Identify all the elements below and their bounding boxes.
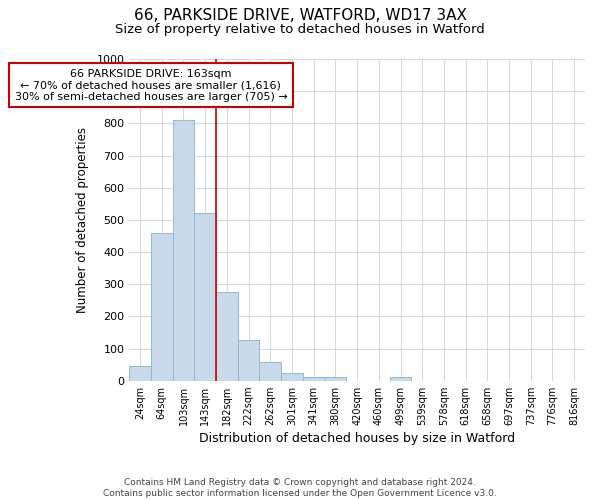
Bar: [129, 366, 151, 380]
Bar: [238, 340, 259, 380]
Bar: [389, 378, 412, 380]
Bar: [173, 120, 194, 380]
Text: Size of property relative to detached houses in Watford: Size of property relative to detached ho…: [115, 22, 485, 36]
Bar: [325, 378, 346, 380]
Bar: [194, 214, 216, 380]
Text: Contains HM Land Registry data © Crown copyright and database right 2024.
Contai: Contains HM Land Registry data © Crown c…: [103, 478, 497, 498]
Bar: [281, 372, 303, 380]
Bar: [259, 362, 281, 380]
X-axis label: Distribution of detached houses by size in Watford: Distribution of detached houses by size …: [199, 432, 515, 445]
Bar: [151, 232, 173, 380]
Y-axis label: Number of detached properties: Number of detached properties: [76, 127, 89, 313]
Bar: [303, 377, 325, 380]
Text: 66, PARKSIDE DRIVE, WATFORD, WD17 3AX: 66, PARKSIDE DRIVE, WATFORD, WD17 3AX: [133, 8, 467, 22]
Bar: [216, 292, 238, 380]
Text: 66 PARKSIDE DRIVE: 163sqm
← 70% of detached houses are smaller (1,616)
30% of se: 66 PARKSIDE DRIVE: 163sqm ← 70% of detac…: [14, 68, 287, 102]
